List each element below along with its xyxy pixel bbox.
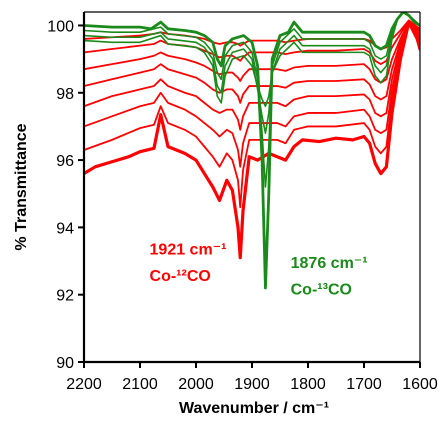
- spectrum-line-11: [84, 12, 420, 134]
- annotation-co13_freq: 1876 cm⁻¹: [291, 255, 368, 272]
- y-tick-label: 92: [56, 288, 74, 305]
- spectrum-line-10: [84, 12, 420, 188]
- spectrum-line-3: [84, 21, 420, 168]
- spectrum-line-9: [84, 12, 420, 290]
- spectrum-line-12: [84, 12, 420, 108]
- y-tick-label: 100: [47, 18, 74, 35]
- spectrum-line-5: [84, 21, 420, 104]
- x-tick-label: 2200: [66, 376, 102, 393]
- x-tick-label: 1800: [290, 376, 326, 393]
- y-tick-label: 98: [56, 86, 74, 103]
- y-tick-label: 96: [56, 153, 74, 170]
- annotation-co13_label: Co-¹³CO: [291, 282, 352, 299]
- x-tick-label: 1900: [234, 376, 270, 393]
- x-tick-label: 1700: [346, 376, 382, 393]
- x-tick-label: 2000: [178, 376, 214, 393]
- x-tick-label: 2100: [122, 376, 158, 393]
- x-tick-label: 1600: [402, 376, 438, 393]
- y-tick-label: 94: [56, 220, 74, 237]
- axes-layer: 90 92 94 96 98 100 2200 2100 2000 1900 1800 1700 160…: [13, 11, 438, 417]
- y-tick-label: 90: [56, 355, 74, 372]
- annotation-co12_freq: 1921 cm⁻¹: [150, 241, 227, 258]
- spectrum-line-2: [84, 21, 420, 209]
- annotation-co12_label: Co-¹²CO: [150, 268, 211, 285]
- y-axis-label: % Transmittance: [13, 123, 30, 250]
- x-axis-label: Wavenumber / cm⁻¹: [179, 400, 329, 417]
- series-layer: [84, 12, 420, 290]
- spectrum-line-1: [84, 20, 420, 260]
- annotation-layer: 1921 cm⁻¹ Co-¹²CO 1876 cm⁻¹ Co-¹³CO: [150, 241, 368, 298]
- spectrum-line-4: [84, 21, 420, 131]
